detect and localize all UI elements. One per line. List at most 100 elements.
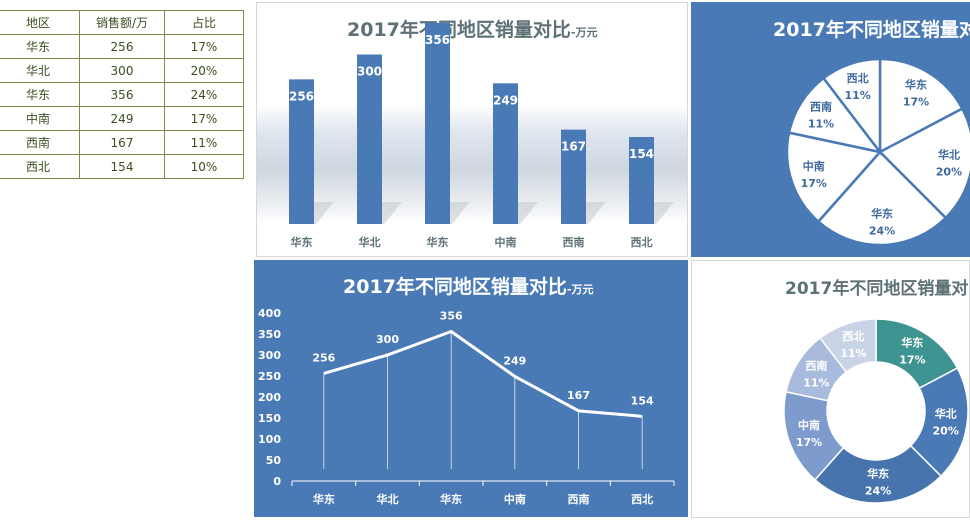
bar-category-label: 华东 — [291, 235, 313, 249]
pie-slice[interactable] — [816, 150, 948, 247]
line-category-label: 中南 — [504, 492, 526, 506]
pie-chart-panel[interactable]: 2017年不同地区销量对比 华东 17% 华北 20% 华东 24% 中南 17% 西南 11% 西… — [691, 2, 970, 257]
table-cell[interactable]: 11% — [164, 130, 244, 155]
donut-slice-percent: 11% — [803, 376, 829, 389]
table-header-cell[interactable]: 占比 — [164, 10, 244, 35]
table-row: 西南 167 11% — [0, 130, 244, 155]
bar-category-label: 华东 — [427, 235, 449, 249]
table-cell[interactable]: 10% — [164, 154, 244, 179]
donut-chart: 华东 17% 华北 20% 华东 24% 中南 17% 西南 11% 西北 11% — [783, 318, 969, 504]
donut-slice[interactable] — [813, 444, 943, 504]
bar-data-label: 300 — [357, 65, 382, 79]
bar-data-label: 356 — [425, 33, 450, 47]
table-cell[interactable]: 24% — [164, 82, 244, 107]
donut-slice-label: 华北 — [935, 407, 957, 421]
y-tick-label: 100 — [258, 433, 281, 446]
table-cell[interactable]: 20% — [164, 58, 244, 83]
bar-category-label: 华北 — [359, 235, 381, 249]
bar[interactable] — [425, 22, 450, 224]
donut-slice[interactable] — [819, 318, 877, 374]
pie-slice[interactable] — [878, 57, 964, 155]
donut-slice-label: 华东 — [867, 466, 889, 480]
table-cell[interactable]: 西南 — [0, 130, 80, 155]
bar-category-label: 西南 — [563, 235, 585, 249]
table-row: 华北 300 20% — [0, 58, 244, 83]
table-row: 中南 249 17% — [0, 106, 244, 131]
bar-data-label: 256 — [289, 89, 314, 103]
pie-slice[interactable] — [821, 57, 882, 156]
donut-slice-percent: 11% — [840, 347, 866, 360]
table-row: 西北 154 10% — [0, 154, 244, 179]
table-cell[interactable]: 249 — [79, 106, 165, 131]
y-tick-label: 350 — [258, 328, 281, 341]
bar[interactable] — [561, 129, 586, 224]
pie-slice-label: 华东 — [871, 207, 893, 221]
donut-chart-title: 2017年不同地区销量对比 — [785, 279, 970, 299]
y-tick-label: 200 — [258, 391, 281, 404]
pie-slice-percent: 11% — [844, 89, 870, 102]
table-cell[interactable]: 华东 — [0, 34, 80, 59]
bar[interactable] — [493, 83, 518, 224]
line-data-label: 249 — [503, 354, 526, 367]
bar-data-label: 154 — [629, 147, 654, 161]
table-cell[interactable]: 300 — [79, 58, 165, 83]
table-body: 地区 销售额/万 占比 华东 256 17% 华北 300 20% 华东 356 24% 中南 249 17… — [0, 10, 244, 179]
pie-chart: 华东 17% 华北 20% 华东 24% 中南 17% 西南 11% 西北 11% — [785, 57, 970, 247]
y-tick-label: 0 — [273, 475, 281, 488]
donut-slice-percent: 24% — [865, 484, 891, 497]
donut-slice-percent: 17% — [796, 436, 822, 449]
table-cell[interactable]: 华东 — [0, 82, 80, 107]
line-chart-title-text: 2017年不同地区销量对比 — [343, 276, 567, 298]
line-chart-title: 2017年不同地区销量对比-万元 — [343, 272, 593, 299]
donut-slice-label: 华东 — [901, 336, 923, 350]
bar-category-label: 中南 — [495, 235, 517, 249]
bar[interactable] — [357, 54, 382, 225]
bar-category-label: 西北 — [631, 235, 653, 249]
table-row: 华东 256 17% — [0, 34, 244, 59]
line-data-label: 256 — [312, 351, 335, 364]
line-series[interactable] — [323, 329, 643, 418]
bar-data-label: 249 — [493, 93, 518, 107]
table-cell[interactable]: 17% — [164, 34, 244, 59]
table-cell[interactable]: 256 — [79, 34, 165, 59]
bar-chart-title-unit: -万元 — [570, 26, 598, 39]
pie-slice[interactable] — [877, 106, 970, 220]
donut-slice-label: 西北 — [842, 329, 864, 343]
bar[interactable] — [289, 79, 314, 224]
table-cell[interactable]: 167 — [79, 130, 165, 155]
bar[interactable] — [629, 136, 654, 224]
line-data-label: 356 — [440, 309, 463, 322]
table-header-cell[interactable]: 销售额/万 — [79, 10, 165, 35]
pie-slice-percent: 11% — [808, 118, 834, 131]
table-cell[interactable]: 356 — [79, 82, 165, 107]
table-cell[interactable]: 17% — [164, 106, 244, 131]
bar-chart-backdrop — [257, 103, 687, 223]
line-category-label: 西南 — [568, 492, 590, 506]
table-cell[interactable]: 西北 — [0, 154, 80, 179]
pie-slice-label: 华东 — [905, 77, 927, 91]
donut-chart-panel[interactable]: 2017年不同地区销量对比 华东 17% 华北 20% 华东 24% 中南 17% 西南 11% 西… — [691, 260, 970, 518]
pie-slice[interactable] — [785, 131, 883, 224]
pie-slice-percent: 17% — [903, 95, 929, 108]
line-category-label: 华东 — [313, 492, 335, 506]
pie-slice-label: 西南 — [810, 100, 832, 114]
table-row: 华东 356 24% — [0, 82, 244, 107]
pie-slice-label: 西北 — [847, 71, 869, 85]
table-cell[interactable]: 154 — [79, 154, 165, 179]
pie-slice-label: 华北 — [938, 147, 960, 161]
line-data-label: 154 — [631, 394, 654, 407]
pie-slice[interactable] — [787, 76, 884, 154]
data-table: 地区 销售额/万 占比 华东 256 17% 华北 300 20% 华东 356 24% 中南 249 17… — [0, 10, 244, 179]
bar-chart-panel[interactable]: 2017年不同地区销量对比-万元 256 华东 300 华北 356 华东 249 中南 167… — [256, 2, 688, 257]
donut-slice-percent: 17% — [899, 354, 925, 367]
table-cell[interactable]: 华北 — [0, 58, 80, 83]
pie-slice-percent: 17% — [801, 177, 827, 190]
table-header-cell[interactable]: 地区 — [0, 10, 80, 35]
line-chart-panel[interactable]: 2017年不同地区销量对比-万元 0 50 100 150 200 250 300 350 40… — [254, 260, 688, 517]
table-cell[interactable]: 中南 — [0, 106, 80, 131]
line-chart-title-unit: -万元 — [566, 283, 594, 296]
bar-chart-title: 2017年不同地区销量对比-万元 — [347, 15, 597, 42]
pie-slice-percent: 24% — [869, 225, 895, 238]
pie-slice-percent: 20% — [936, 165, 962, 178]
donut-slice-label: 西南 — [805, 358, 827, 372]
